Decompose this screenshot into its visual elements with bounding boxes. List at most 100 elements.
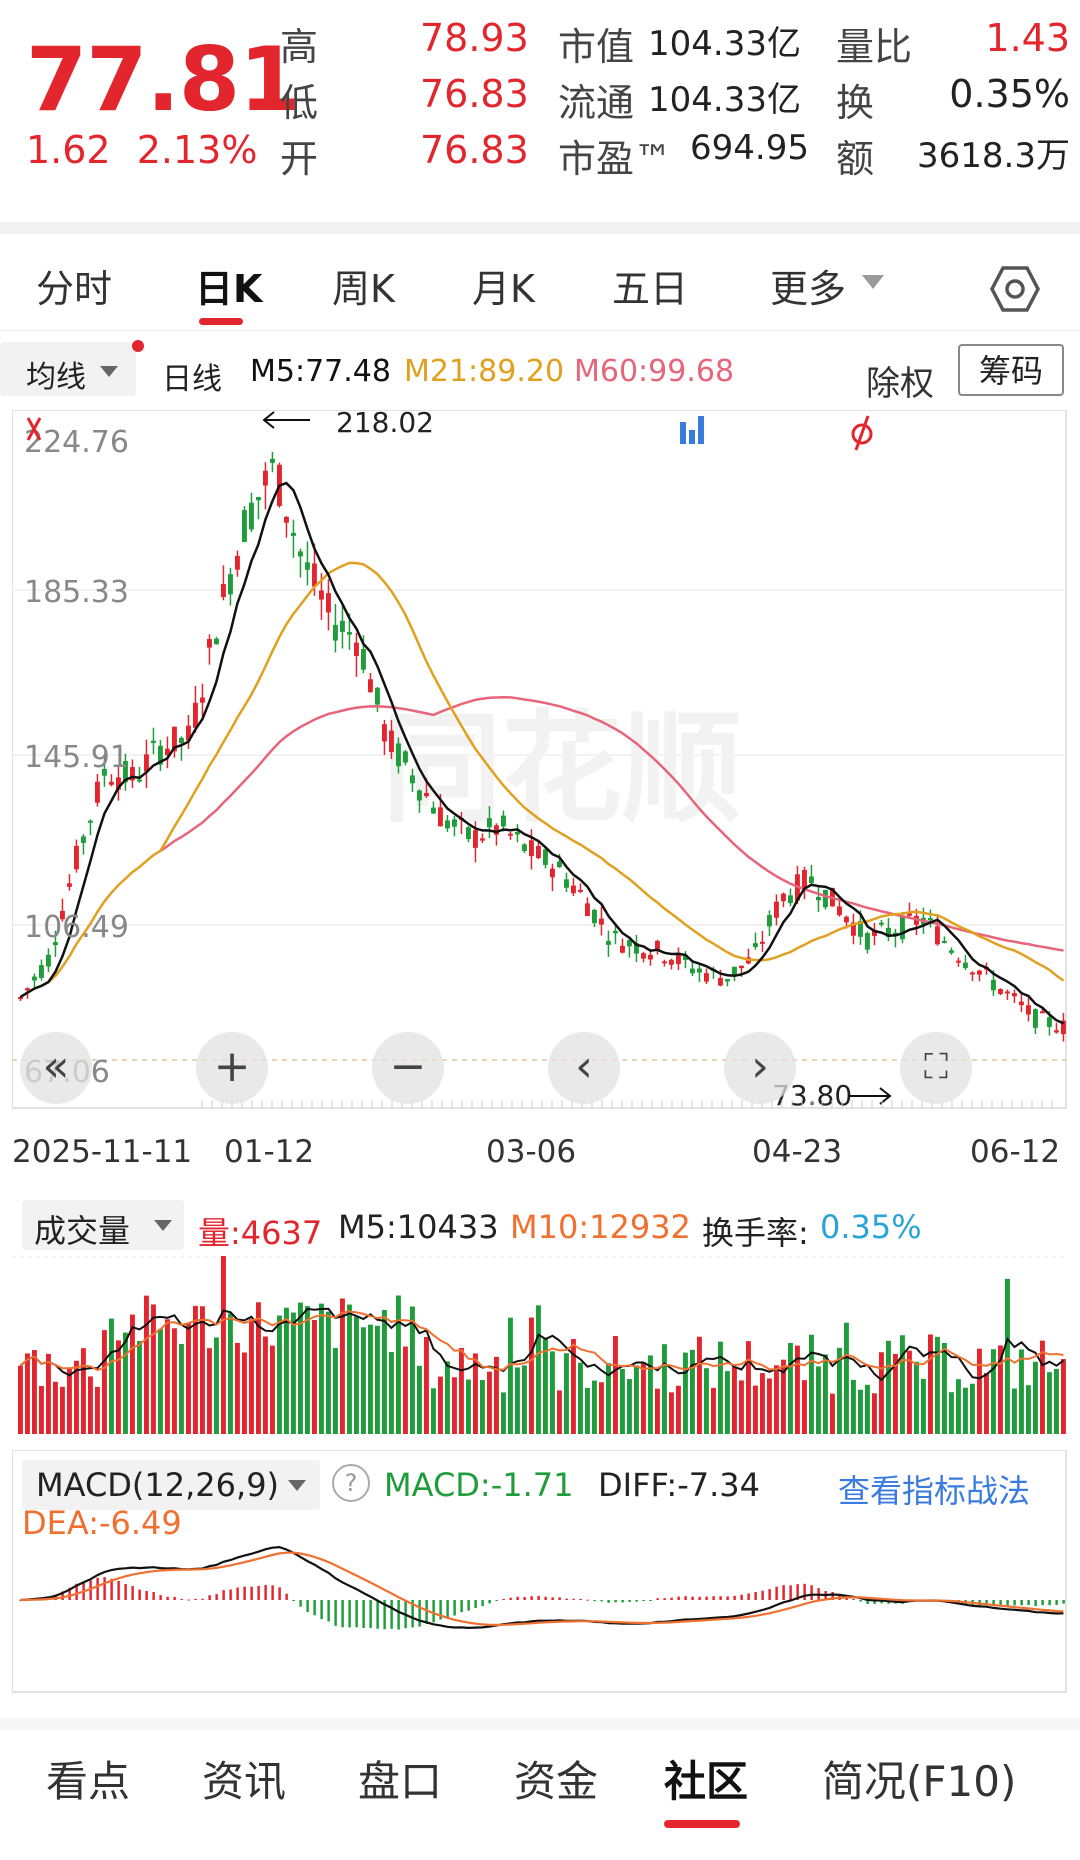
volume-bar [557,1390,562,1434]
watermark: 同花顺 [382,700,742,839]
volume-m10: M10:12932 [510,1208,691,1246]
open-label: 开 [280,137,319,181]
macd-bar [215,1594,218,1600]
macd-bar [425,1600,428,1625]
macd-bar [411,1600,414,1628]
volume-bar [907,1350,912,1434]
bottom-divider [0,1718,1080,1730]
y-tick-4: 106.49 [24,910,129,945]
macd-bar [278,1587,281,1600]
volume-bar [193,1305,198,1434]
mcap-label: 市值 [558,25,635,69]
corner-strategy-icon[interactable] [26,417,42,441]
y-tick-3: 145.91 [24,740,129,775]
volume-bar [39,1385,44,1434]
volume-bar [823,1354,828,1434]
candle-body [109,781,114,785]
volume-bar [221,1256,226,1434]
candle-body [543,849,548,865]
volume-bar [648,1355,653,1434]
macd-bar [138,1589,141,1600]
tab-community[interactable]: 社区 [664,1757,749,1806]
macd-bar [236,1587,239,1600]
ma5-value: M5:77.48 [250,354,391,389]
macd-bar [418,1600,421,1627]
fullscreen-icon[interactable]: ⛶ [900,1032,972,1104]
candle-body [1047,1017,1052,1027]
macd-bar [712,1596,715,1600]
tab-highlights[interactable]: 看点 [46,1757,131,1806]
macd-indicator-button[interactable]: MACD(12,26,9) [22,1460,320,1510]
volume-bar [445,1361,450,1434]
bar-chart-icon[interactable] [680,416,704,444]
candle-body [214,638,219,645]
tab-five-day[interactable]: 五日 [612,267,689,311]
macd-bar [439,1600,442,1620]
macd-bar [656,1598,659,1600]
volume-bar [571,1339,576,1434]
candle-body [522,844,527,852]
macd-bar [264,1584,267,1600]
mcap-value: 104.33亿 [648,24,801,64]
candle-body [102,768,107,776]
macd-bar [509,1597,512,1600]
open-value: 76.83 [420,128,529,172]
candle-body [816,897,821,901]
candle-body [823,889,828,908]
volume-m5-line [19,1307,1065,1382]
volume-bar [102,1330,107,1434]
chips-button[interactable]: 筹码 [958,344,1064,396]
tab-order-book[interactable]: 盘口 [358,1757,443,1806]
candle-body [333,624,338,641]
macd-bar [572,1598,575,1600]
macd-bar [803,1583,806,1600]
hexagon-settings-icon[interactable] [990,264,1040,314]
indicator-strategy-link[interactable]: 查看指标战法 [838,1472,1031,1510]
chevron-left-icon[interactable]: ‹ [548,1032,620,1104]
macd-bar [719,1596,722,1600]
macd-bar [1006,1600,1009,1606]
candle-body [186,725,191,741]
macd-bar [677,1596,680,1600]
volume-bar [137,1340,142,1434]
tab-daily-k[interactable]: 日K [195,267,263,311]
tab-news[interactable]: 资讯 [202,1757,287,1806]
tab-monthly-k[interactable]: 月K [472,267,535,311]
macd-bar [747,1593,750,1600]
candle-body [1012,993,1017,997]
volume-bar [991,1349,996,1434]
candle-body [340,620,345,632]
volume-chart[interactable] [12,1256,1068,1436]
candle-body [25,988,30,991]
volume-bar [200,1306,205,1434]
volume-bar [186,1323,191,1434]
macd-bar [670,1597,673,1600]
chevron-right-icon[interactable]: › [724,1032,796,1104]
candle-body [690,968,695,974]
volume-indicator-button[interactable]: 成交量 [22,1200,184,1250]
macd-bar [502,1598,505,1600]
macd-bar [985,1600,988,1606]
help-icon[interactable]: ? [332,1464,370,1502]
kline-chart[interactable]: 同花顺 224.76 185.33 145.91 106.49 67.06 21… [12,410,1068,1110]
slash-circle-icon[interactable] [851,415,873,451]
exright-button[interactable]: 除权 [866,364,934,404]
minus-icon[interactable]: − [372,1032,444,1104]
candle-body [67,883,72,887]
ma-selector-button[interactable]: 均线 [0,340,144,396]
candle-body [802,869,807,890]
tab-weekly-k[interactable]: 周K [332,267,395,311]
plus-icon[interactable]: + [196,1032,268,1104]
tab-funds[interactable]: 资金 [514,1757,599,1806]
active-tab-indicator [664,1820,740,1828]
candle-body [284,516,289,523]
tab-profile-f10[interactable]: 简况(F10) [822,1757,1017,1806]
macd-bar [271,1585,274,1600]
ma60-line [159,695,1064,952]
tab-more[interactable]: 更多 [770,267,847,311]
volume-bar [347,1304,352,1434]
double-chevron-left-icon[interactable]: « [20,1032,92,1104]
macd-chart[interactable] [12,1450,1068,1694]
tab-intraday[interactable]: 分时 [36,267,113,311]
volume-bar [95,1386,100,1434]
